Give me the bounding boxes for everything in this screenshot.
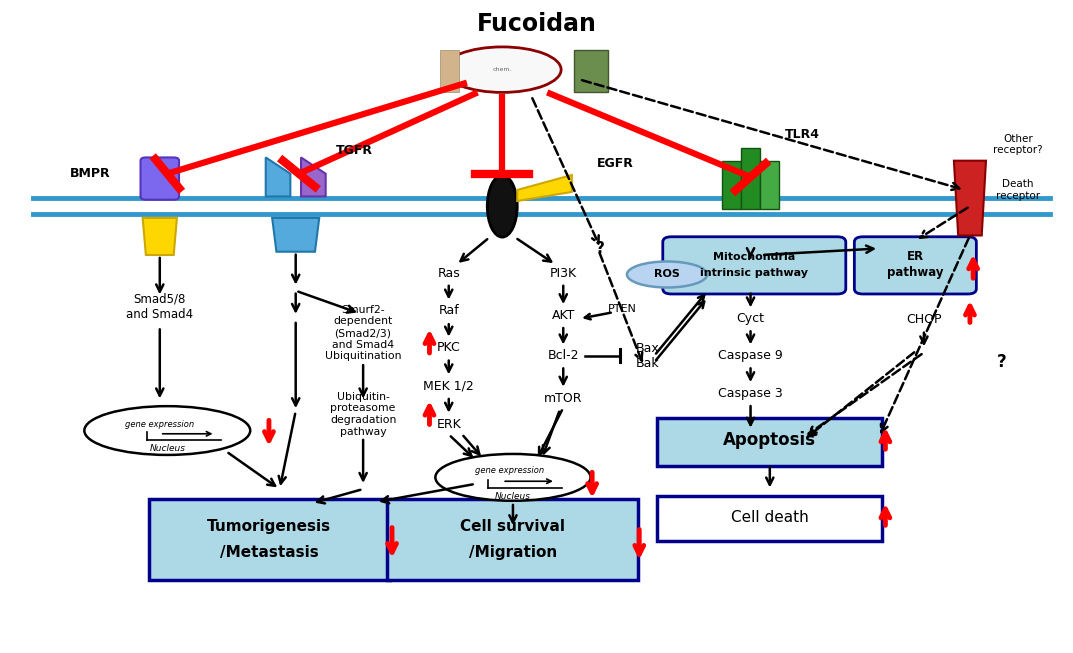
Text: PKC: PKC bbox=[437, 342, 460, 355]
FancyBboxPatch shape bbox=[741, 148, 760, 210]
Polygon shape bbox=[954, 161, 986, 236]
FancyBboxPatch shape bbox=[722, 161, 741, 210]
Text: intrinsic pathway: intrinsic pathway bbox=[700, 268, 808, 278]
Text: Ras: Ras bbox=[438, 266, 460, 279]
FancyBboxPatch shape bbox=[760, 161, 779, 210]
Text: CHOP: CHOP bbox=[907, 313, 942, 326]
Text: ERK: ERK bbox=[437, 417, 461, 430]
Text: EGFR: EGFR bbox=[597, 157, 633, 170]
Text: Raf: Raf bbox=[439, 304, 459, 317]
Text: PTEN: PTEN bbox=[607, 304, 636, 314]
FancyBboxPatch shape bbox=[574, 50, 608, 93]
Text: ROS: ROS bbox=[655, 270, 680, 279]
Text: /Metastasis: /Metastasis bbox=[220, 545, 319, 560]
FancyBboxPatch shape bbox=[658, 496, 882, 541]
Ellipse shape bbox=[443, 47, 561, 93]
Text: Ubiquitin-
proteasome
degradation
pathway: Ubiquitin- proteasome degradation pathwa… bbox=[329, 392, 396, 437]
Text: Caspase 3: Caspase 3 bbox=[718, 387, 783, 400]
Text: Caspase 9: Caspase 9 bbox=[718, 349, 783, 362]
Polygon shape bbox=[517, 175, 572, 201]
Text: chem.: chem. bbox=[493, 67, 512, 72]
Text: TLR4: TLR4 bbox=[784, 128, 820, 141]
Text: Bcl-2: Bcl-2 bbox=[547, 349, 579, 362]
Text: TGFR: TGFR bbox=[336, 144, 373, 157]
Text: Cell survival: Cell survival bbox=[460, 519, 565, 534]
FancyBboxPatch shape bbox=[663, 237, 846, 294]
Polygon shape bbox=[302, 157, 326, 197]
Text: pathway: pathway bbox=[887, 266, 943, 279]
Text: ER: ER bbox=[907, 251, 924, 263]
Text: Tumorigenesis: Tumorigenesis bbox=[207, 519, 330, 534]
Polygon shape bbox=[273, 218, 320, 251]
Text: ?: ? bbox=[597, 241, 605, 256]
Ellipse shape bbox=[627, 261, 707, 287]
FancyBboxPatch shape bbox=[141, 157, 179, 200]
Ellipse shape bbox=[436, 454, 590, 501]
FancyBboxPatch shape bbox=[149, 499, 389, 580]
FancyBboxPatch shape bbox=[440, 50, 459, 93]
Text: Other
receptor?: Other receptor? bbox=[994, 134, 1043, 155]
Polygon shape bbox=[143, 218, 177, 255]
Text: Smad5/8
and Smad4: Smad5/8 and Smad4 bbox=[127, 293, 193, 321]
FancyBboxPatch shape bbox=[658, 417, 882, 466]
Text: Smurf2-
dependent
(Smad2/3)
and Smad4
Ubiquitination: Smurf2- dependent (Smad2/3) and Smad4 Ub… bbox=[325, 305, 401, 361]
Text: MEK 1/2: MEK 1/2 bbox=[424, 380, 474, 393]
Text: gene expression: gene expression bbox=[126, 419, 194, 428]
Polygon shape bbox=[266, 157, 291, 197]
Text: gene expression: gene expression bbox=[475, 466, 544, 475]
Text: PI3K: PI3K bbox=[549, 266, 577, 279]
Text: Nucleus: Nucleus bbox=[495, 492, 531, 502]
Text: Nucleus: Nucleus bbox=[149, 444, 186, 453]
Text: Cell death: Cell death bbox=[731, 509, 809, 524]
Ellipse shape bbox=[85, 406, 250, 455]
Text: Apoptosis: Apoptosis bbox=[723, 431, 817, 449]
Text: AKT: AKT bbox=[552, 309, 575, 322]
Text: Bax
Bak: Bax Bak bbox=[636, 342, 660, 370]
Text: Cyct: Cyct bbox=[736, 312, 765, 325]
Text: BMPR: BMPR bbox=[70, 167, 111, 180]
Text: mTOR: mTOR bbox=[544, 392, 583, 404]
Text: /Migration: /Migration bbox=[469, 545, 557, 560]
Ellipse shape bbox=[487, 175, 517, 237]
FancyBboxPatch shape bbox=[386, 499, 638, 580]
Text: Death
receptor: Death receptor bbox=[996, 179, 1040, 200]
FancyBboxPatch shape bbox=[854, 237, 976, 294]
Text: Mitochondria: Mitochondria bbox=[712, 252, 795, 262]
Text: ?: ? bbox=[997, 353, 1006, 372]
Text: Fucoidan: Fucoidan bbox=[476, 12, 597, 36]
